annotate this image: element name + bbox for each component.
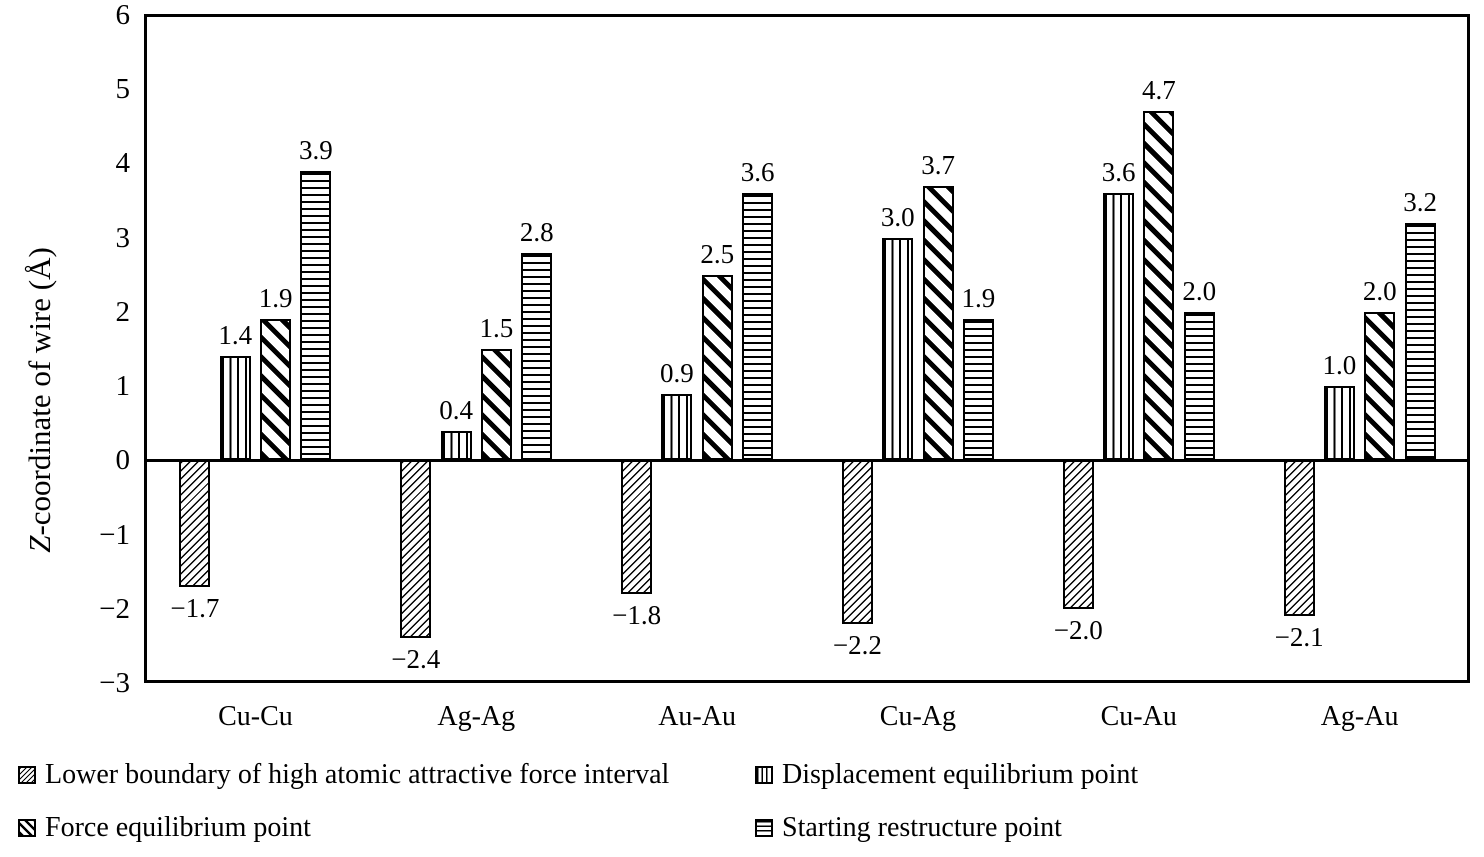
data-label-series4-Ag-Ag: 2.8 xyxy=(519,216,554,247)
bar-series3-Ag-Au xyxy=(1364,311,1396,461)
data-label-series1-Au-Au: −1.8 xyxy=(612,599,662,630)
data-label-series2-Cu-Au: 3.6 xyxy=(1101,157,1136,188)
data-label-series3-Cu-Cu: 1.9 xyxy=(258,283,293,314)
category-label-Ag-Ag: Ag-Ag xyxy=(437,701,516,732)
data-label-series4-Cu-Au: 2.0 xyxy=(1182,275,1217,306)
bar-series1-Cu-Ag xyxy=(841,460,873,624)
legend-swatch-thin-forward-diagonal-hatch-icon xyxy=(18,766,36,784)
data-label-series1-Ag-Ag: −2.4 xyxy=(391,644,441,675)
y-tick-label-0: 0 xyxy=(115,444,131,477)
category-label-Cu-Cu: Cu-Cu xyxy=(218,701,293,732)
data-label-series3-Cu-Ag: 3.7 xyxy=(921,149,955,180)
y-tick-label--1: −1 xyxy=(99,518,130,551)
bar-series2-Ag-Ag xyxy=(440,430,472,461)
legend-item-series3: Force equilibrium point xyxy=(18,813,311,843)
data-label-series2-Cu-Cu: 1.4 xyxy=(218,320,253,351)
y-tick-label-2: 2 xyxy=(115,295,131,328)
y-tick-label-4: 4 xyxy=(115,147,131,180)
bar-series1-Cu-Au xyxy=(1062,460,1094,609)
bar-series3-Ag-Ag xyxy=(480,349,512,461)
data-label-series2-Ag-Au: 1.0 xyxy=(1322,350,1357,381)
data-label-series1-Ag-Au: −2.1 xyxy=(1274,622,1324,653)
bar-series4-Au-Au xyxy=(742,193,774,461)
category-label-Cu-Au: Cu-Au xyxy=(1100,701,1177,732)
data-label-series2-Cu-Ag: 3.0 xyxy=(880,201,915,232)
plot-area xyxy=(144,14,1470,683)
data-label-series2-Au-Au: 0.9 xyxy=(660,357,694,388)
bar-series3-Cu-Cu xyxy=(260,319,292,461)
category-label-Au-Au: Au-Au xyxy=(658,701,736,732)
legend-label-series1: Lower boundary of high atomic attractive… xyxy=(45,759,670,790)
data-label-series4-Ag-Au: 3.2 xyxy=(1403,186,1437,217)
y-tick-label-5: 5 xyxy=(115,73,131,106)
legend-item-series2: Displacement equilibrium point xyxy=(755,760,1138,790)
legend-label-series4: Starting restructure point xyxy=(782,812,1062,843)
y-tick-label--2: −2 xyxy=(99,592,130,625)
data-label-series3-Ag-Au: 2.0 xyxy=(1362,275,1397,306)
data-label-series4-Cu-Cu: 3.9 xyxy=(299,134,333,165)
bar-series4-Cu-Ag xyxy=(962,319,994,461)
data-label-series1-Cu-Ag: −2.2 xyxy=(832,629,882,660)
data-label-series1-Cu-Cu: −1.7 xyxy=(170,592,220,623)
legend-swatch-thick-backward-diagonal-hatch-icon xyxy=(18,819,36,837)
y-tick-label-3: 3 xyxy=(115,221,131,254)
data-label-series2-Ag-Ag: 0.4 xyxy=(439,394,473,425)
bar-series2-Au-Au xyxy=(661,393,693,461)
bar-series3-Au-Au xyxy=(701,274,733,461)
data-label-series4-Cu-Ag: 1.9 xyxy=(961,283,996,314)
bar-series2-Cu-Au xyxy=(1103,193,1135,461)
data-label-series3-Cu-Au: 4.7 xyxy=(1142,75,1176,106)
category-label-Ag-Au: Ag-Au xyxy=(1320,701,1399,732)
y-tick-label--3: −3 xyxy=(99,667,130,699)
data-label-series3-Ag-Ag: 1.5 xyxy=(479,313,514,343)
bar-series1-Ag-Ag xyxy=(400,460,432,639)
bar-series2-Cu-Ag xyxy=(882,237,914,461)
bar-series3-Cu-Ag xyxy=(922,185,954,461)
bar-series1-Au-Au xyxy=(621,460,653,594)
data-label-series3-Au-Au: 2.5 xyxy=(700,238,735,269)
bar-series3-Cu-Au xyxy=(1143,111,1175,461)
zero-baseline xyxy=(147,458,1467,462)
bar-series4-Ag-Ag xyxy=(521,252,553,461)
y-tick-label-6: 6 xyxy=(115,0,131,31)
legend-label-series3: Force equilibrium point xyxy=(45,812,311,843)
bar-series1-Cu-Cu xyxy=(179,460,211,587)
data-label-series4-Au-Au: 3.6 xyxy=(740,157,775,188)
legend-swatch-vertical-line-hatch-icon xyxy=(755,766,773,784)
legend-label-series2: Displacement equilibrium point xyxy=(782,759,1139,790)
legend-item-series1: Lower boundary of high atomic attractive… xyxy=(18,760,669,790)
data-label-series1-Cu-Au: −2.0 xyxy=(1053,614,1103,645)
bar-series4-Cu-Au xyxy=(1183,311,1215,461)
legend-item-series4: Starting restructure point xyxy=(755,813,1062,843)
legend-swatch-horizontal-line-hatch-icon xyxy=(755,819,773,837)
bar-series2-Cu-Cu xyxy=(219,356,251,461)
bar-series1-Ag-Au xyxy=(1283,460,1315,617)
bar-series4-Ag-Au xyxy=(1404,222,1436,461)
bar-series4-Cu-Cu xyxy=(300,170,332,461)
bar-series2-Ag-Au xyxy=(1323,386,1355,461)
category-label-Cu-Ag: Cu-Ag xyxy=(879,701,957,732)
y-tick-label-1: 1 xyxy=(115,370,131,403)
